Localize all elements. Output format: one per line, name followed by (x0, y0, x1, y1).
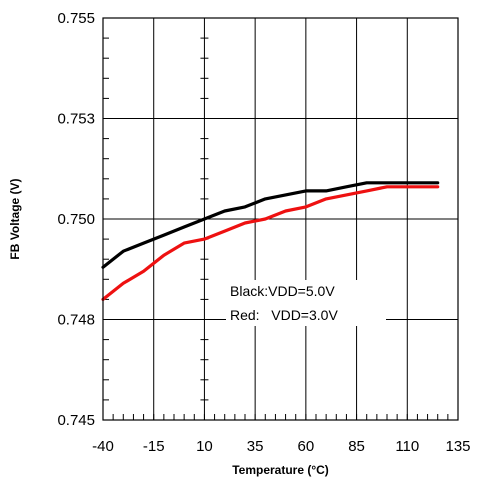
plot-frame (102, 17, 459, 421)
x-axis-title: Temperature (°C) (232, 463, 329, 477)
series-line-red (101, 185, 440, 301)
x-tick-label: -40 (92, 438, 114, 455)
y-axis-title: FB Voltage (V) (8, 178, 22, 259)
annotation-background (226, 280, 386, 326)
series-line-black (101, 181, 440, 269)
x-tick-label: 85 (348, 438, 365, 455)
minor-ticks (103, 37, 449, 420)
annotation-red-series: Red: VDD=3.0V (230, 307, 338, 323)
x-tick-labels: -40 -15 10 35 60 85 110 135 (92, 438, 470, 455)
y-tick-labels: 0.745 0.748 0.750 0.753 0.755 (57, 10, 95, 429)
x-tick-label: -15 (143, 438, 165, 455)
y-tick-label: 0.745 (57, 412, 95, 429)
y-tick-label: 0.748 (57, 312, 95, 329)
y-tick-label: 0.750 (57, 211, 95, 228)
grid-layer (103, 18, 458, 420)
x-tick-label: 135 (445, 438, 470, 455)
x-tick-label: 10 (196, 438, 213, 455)
y-tick-label: 0.755 (57, 10, 95, 27)
x-tick-label: 35 (247, 438, 264, 455)
series-layer (101, 181, 440, 301)
y-tick-label: 0.753 (57, 111, 95, 128)
x-tick-label: 110 (395, 438, 419, 455)
x-tick-label: 60 (298, 438, 315, 455)
annotation-black-series: Black:VDD=5.0V (230, 283, 335, 299)
